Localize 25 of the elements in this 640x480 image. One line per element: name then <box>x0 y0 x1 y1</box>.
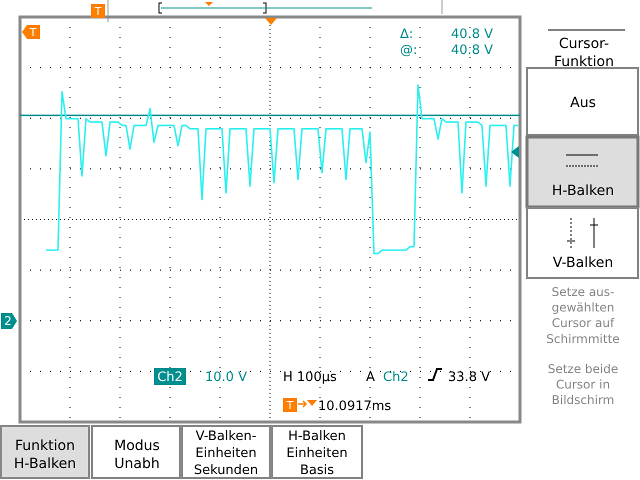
annotation: 10.0 V <box>205 370 248 385</box>
annotation: 10.0917ms <box>318 399 392 414</box>
annotation: T <box>286 399 294 412</box>
text: Δ: <box>400 27 414 42</box>
annotation: Ch2 <box>383 370 409 385</box>
annotation: Ch2 <box>157 370 183 385</box>
text: Modus Unabh <box>114 438 160 472</box>
text: Setze aus- gewählten Cursor auf Schirmmitte <box>546 285 620 346</box>
annotation: H 100µs <box>283 370 337 385</box>
text: T <box>28 26 37 39</box>
text: V-Balken- Einheiten Sekunden <box>194 429 258 478</box>
text: H-Balken Einheiten Basis <box>286 429 348 478</box>
annotation: 33.8 V <box>448 370 490 385</box>
text: Funktion H-Balken <box>14 438 76 472</box>
annotation: A <box>366 370 375 385</box>
text: V-Balken <box>552 255 614 271</box>
text: Setze beide Cursor in Bildschirm <box>548 362 618 408</box>
text: @: <box>400 43 418 58</box>
text: 2 <box>4 314 12 328</box>
text: 40.8 V <box>451 27 494 42</box>
text: H-Balken <box>552 183 614 199</box>
text: T <box>94 5 102 18</box>
text: Aus <box>570 95 596 111</box>
text: Cursor- Funktion <box>554 36 614 70</box>
text: 40.8 V <box>451 43 494 58</box>
